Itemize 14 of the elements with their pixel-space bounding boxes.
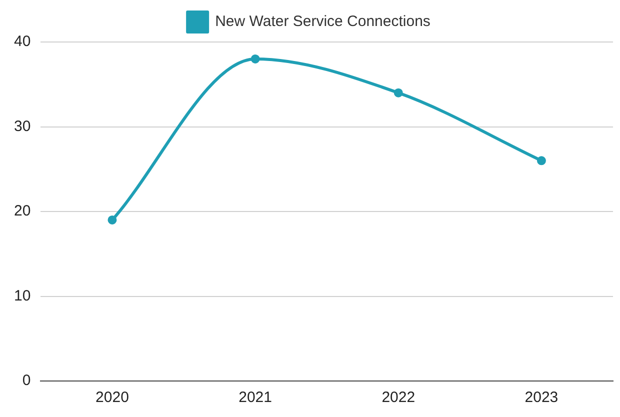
y-tick-label: 0 xyxy=(22,372,31,390)
point xyxy=(394,88,403,98)
y-tick-label: 40 xyxy=(14,33,31,50)
y-tick-label: 20 xyxy=(14,202,31,220)
x-tick-label: 2020 xyxy=(96,389,129,406)
legend-label: New Water Service Connections xyxy=(215,13,430,30)
x-tick-label: 2023 xyxy=(524,389,558,406)
point xyxy=(536,156,546,166)
point xyxy=(250,54,260,64)
y-tick-label: 10 xyxy=(14,287,31,304)
x-tick-label: 2021 xyxy=(238,389,272,406)
x-tick-label: 2022 xyxy=(382,389,416,406)
point xyxy=(108,215,117,224)
y-tick-label: 30 xyxy=(14,118,31,135)
